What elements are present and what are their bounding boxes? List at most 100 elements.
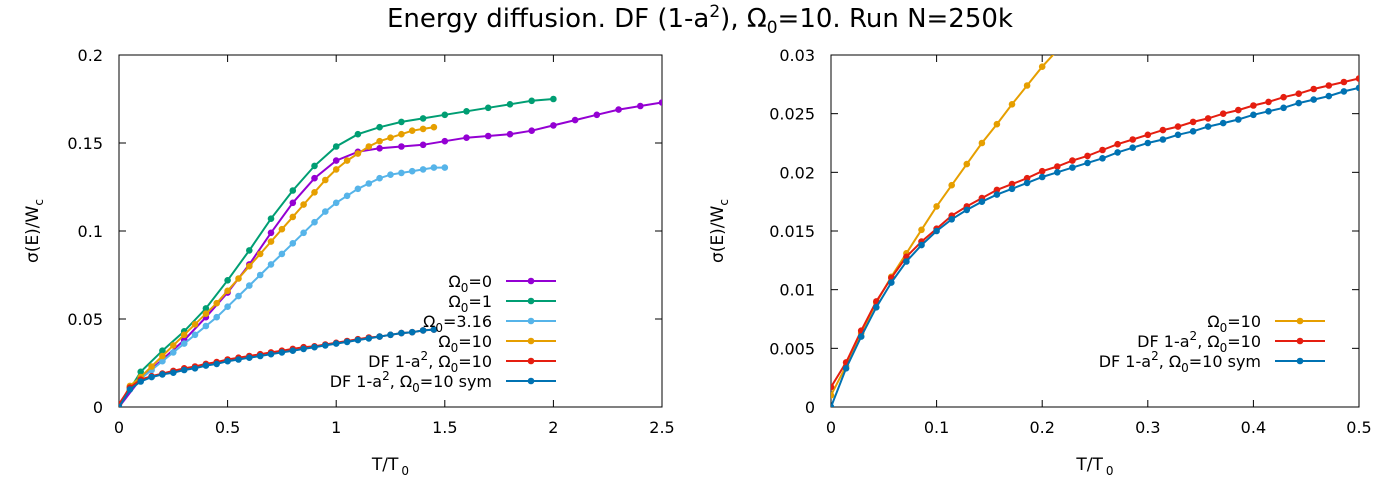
data-point — [1295, 90, 1302, 97]
data-point — [224, 303, 231, 311]
x-tick-label: 2.5 — [649, 418, 674, 437]
data-point — [180, 340, 188, 347]
data-point — [267, 215, 275, 222]
data-point — [1099, 146, 1106, 154]
legend-marker — [1296, 337, 1304, 345]
data-point — [354, 130, 362, 138]
data-point — [1204, 123, 1212, 130]
data-point — [1355, 75, 1359, 82]
data-point — [278, 250, 286, 258]
data-point — [550, 95, 557, 103]
y-tick-label: 0 — [805, 398, 815, 417]
x-tick-label: 0.1 — [924, 418, 949, 437]
data-point — [463, 134, 470, 141]
data-point — [408, 328, 416, 336]
data-point — [202, 305, 210, 312]
data-point — [332, 340, 340, 347]
y-tick-label: 0.03 — [779, 46, 815, 65]
data-point — [311, 162, 318, 170]
x-axis-label: T/T 0 — [1075, 455, 1113, 478]
data-point — [278, 225, 286, 233]
data-point — [1008, 185, 1016, 193]
data-point — [343, 192, 351, 200]
data-point — [528, 127, 535, 134]
data-point — [354, 185, 362, 193]
data-point — [948, 216, 955, 223]
data-point — [137, 378, 144, 385]
data-point — [376, 333, 383, 340]
data-point — [1054, 169, 1061, 176]
y-tick-label: 0.01 — [779, 281, 815, 300]
data-point — [224, 357, 231, 365]
data-point — [365, 180, 373, 187]
data-point — [180, 366, 188, 374]
data-point — [419, 125, 427, 133]
data-point — [159, 357, 166, 365]
data-point — [191, 365, 199, 372]
data-point — [332, 166, 340, 173]
data-point — [419, 166, 427, 173]
data-point — [148, 363, 155, 370]
data-point — [1054, 163, 1061, 170]
data-point — [224, 287, 231, 295]
data-point — [842, 365, 850, 372]
data-point — [1310, 85, 1317, 93]
data-point — [180, 331, 188, 339]
data-point — [267, 261, 275, 268]
data-point — [289, 213, 297, 221]
data-point — [365, 143, 373, 150]
legend-marker — [1296, 357, 1304, 365]
x-tick-label: 0.4 — [1241, 418, 1266, 437]
data-point — [1159, 136, 1167, 143]
data-point — [1340, 78, 1348, 86]
legend-label: Ω0=10 — [438, 332, 492, 355]
legend-marker — [527, 297, 535, 305]
data-point — [235, 356, 242, 363]
y-tick-label: 0.05 — [67, 310, 103, 329]
data-point — [1265, 98, 1272, 106]
data-point — [387, 331, 394, 339]
data-point — [1038, 63, 1046, 70]
data-point — [1008, 101, 1016, 108]
data-point — [224, 277, 231, 284]
data-point — [387, 134, 394, 141]
data-point — [918, 241, 925, 249]
data-point — [430, 326, 438, 333]
data-point — [441, 111, 449, 119]
right-chart: 0 0.1 0.2 0.3 0.4 0.5 0 0.005 0.01 0.015 0.02 0.025… — [708, 46, 1372, 478]
data-point — [441, 137, 449, 145]
data-point — [278, 349, 286, 356]
data-point — [311, 343, 318, 351]
data-point — [550, 122, 557, 129]
x-tick-label: 1 — [331, 418, 341, 437]
y-axis-label: σ(E)/Wc — [708, 199, 731, 263]
y-tick-label: 0.02 — [779, 163, 815, 182]
data-point — [256, 250, 264, 258]
data-point — [398, 118, 405, 126]
data-point — [430, 123, 438, 131]
y-tick-label: 0.15 — [67, 134, 103, 153]
data-point — [289, 347, 297, 355]
data-point — [1023, 174, 1031, 182]
data-point — [1235, 116, 1242, 123]
data-point — [322, 342, 329, 349]
data-point — [300, 345, 307, 353]
data-point — [963, 206, 971, 214]
data-point — [1250, 111, 1257, 119]
data-point — [1069, 157, 1076, 164]
figure-title: Energy diffusion. DF (1-a2), Ω0=10. Run … — [387, 2, 1013, 38]
data-point — [170, 342, 177, 349]
data-point — [888, 279, 895, 286]
legend-label: DF 1-a2, Ω0=10 sym — [330, 369, 492, 395]
data-point — [918, 226, 925, 234]
data-point — [1023, 179, 1031, 187]
data-point — [202, 322, 210, 330]
data-point — [593, 111, 601, 119]
x-tick-label: 0 — [114, 418, 124, 437]
data-point — [376, 174, 383, 182]
data-point — [484, 104, 492, 112]
data-point — [343, 338, 351, 346]
data-point — [170, 369, 177, 377]
data-point — [571, 116, 579, 124]
data-point — [1038, 167, 1046, 175]
